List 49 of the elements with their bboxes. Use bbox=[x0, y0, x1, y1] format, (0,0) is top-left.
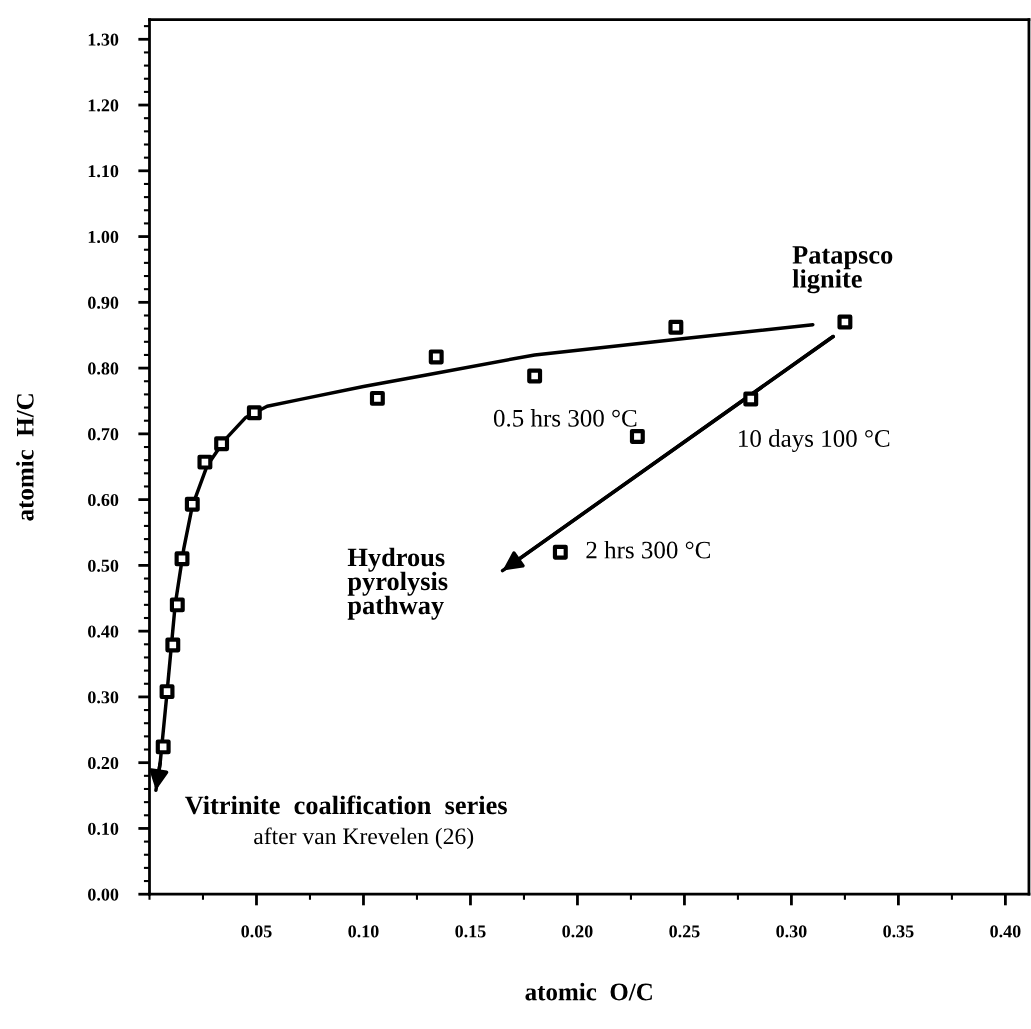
y-axis-title: atomic H/C bbox=[16, 394, 34, 521]
y-tick-label: 1.00 bbox=[88, 230, 119, 244]
point bbox=[197, 454, 213, 470]
point bbox=[184, 496, 200, 512]
annotation: Hydrous pyrolysis pathway bbox=[347, 547, 448, 620]
y-tick-label: 0.70 bbox=[88, 428, 119, 441]
annotation: 0.5 hrs 300 °C bbox=[493, 409, 637, 427]
line-series bbox=[154, 322, 815, 793]
x-tick-label: 0.30 bbox=[776, 925, 807, 938]
annotation: Patapsco lignite bbox=[792, 246, 893, 294]
x-tick-label: 0.35 bbox=[883, 925, 914, 938]
point bbox=[837, 314, 853, 330]
x-tick-label: 0.20 bbox=[562, 925, 593, 938]
annotation: Vitrinite coalification series bbox=[184, 795, 507, 815]
y-tick-label: 0.50 bbox=[88, 559, 119, 572]
y-tick-label: 0.10 bbox=[88, 822, 119, 835]
y-tick-label: 0.80 bbox=[88, 362, 119, 375]
y-tick-label: 0.40 bbox=[88, 625, 119, 638]
point bbox=[214, 436, 230, 452]
point bbox=[155, 739, 171, 755]
point bbox=[159, 684, 175, 700]
y-tick-label: 0.20 bbox=[88, 756, 119, 770]
annotation: 2 hrs 300 °C bbox=[586, 540, 710, 559]
x-tick-label: 0.05 bbox=[241, 925, 272, 938]
point bbox=[428, 349, 444, 365]
x-tick-label: 0.40 bbox=[990, 925, 1021, 938]
x-tick-label: 0.10 bbox=[348, 925, 379, 938]
point bbox=[527, 368, 543, 384]
point bbox=[552, 544, 568, 560]
y-tick-label: 1.10 bbox=[88, 165, 119, 178]
y-tick-label: 1.20 bbox=[88, 99, 119, 112]
point bbox=[246, 405, 262, 421]
y-tick-label: 0.30 bbox=[88, 691, 119, 704]
point bbox=[668, 319, 684, 335]
point bbox=[743, 391, 759, 407]
y-tick-label: 0.90 bbox=[88, 296, 119, 309]
annotation: after van Krevelen (26) bbox=[254, 827, 474, 850]
point bbox=[165, 637, 181, 653]
y-tick-label: 1.30 bbox=[88, 33, 119, 46]
point bbox=[174, 551, 190, 567]
x-tick-label: 0.15 bbox=[455, 925, 486, 938]
x-tick-label: 0.25 bbox=[669, 925, 700, 938]
y-tick-label: 0.00 bbox=[88, 888, 119, 901]
y-tick-label: 0.60 bbox=[88, 493, 119, 507]
annotation: 10 days 100 °C bbox=[739, 429, 890, 453]
x-axis-title: atomic O/C bbox=[525, 982, 652, 1001]
point bbox=[169, 597, 185, 613]
point bbox=[369, 390, 385, 406]
point bbox=[629, 429, 645, 444]
